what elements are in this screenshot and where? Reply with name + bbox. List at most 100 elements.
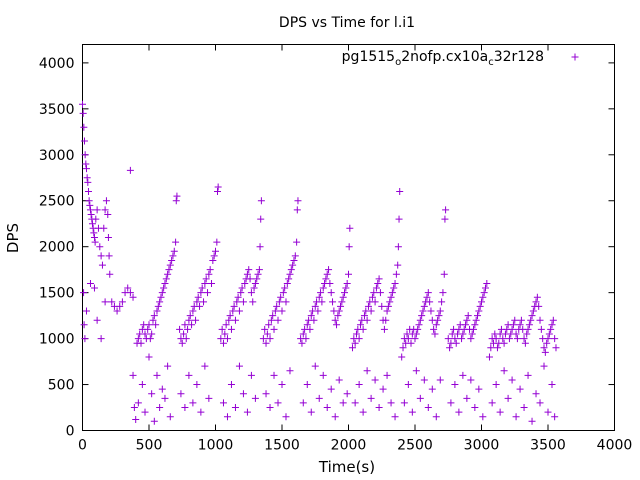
x-tick-label: 1000 (198, 438, 234, 454)
data-point (331, 413, 339, 421)
data-point (213, 238, 221, 246)
data-point (315, 394, 323, 402)
data-point (226, 312, 234, 320)
data-point (124, 284, 132, 292)
data-point (395, 215, 403, 223)
data-point (79, 100, 86, 108)
data-point (164, 362, 172, 370)
data-point (446, 344, 454, 352)
data-point (169, 252, 177, 260)
data-point (82, 160, 90, 168)
data-point (206, 266, 214, 274)
data-point (348, 344, 356, 352)
data-point (134, 335, 142, 343)
data-point (165, 266, 173, 274)
data-point (172, 197, 180, 205)
data-point (231, 404, 239, 412)
data-point (156, 298, 164, 306)
data-point (390, 284, 398, 292)
data-point (471, 321, 479, 329)
data-point (161, 279, 169, 287)
data-point (527, 316, 535, 324)
plot-frame (82, 44, 615, 431)
data-point (79, 109, 87, 117)
data-point (468, 330, 476, 338)
data-point (145, 353, 153, 361)
data-point (160, 284, 168, 292)
data-point (380, 325, 388, 333)
data-point (367, 307, 375, 315)
data-point (476, 302, 484, 310)
data-point (153, 307, 161, 315)
data-point (275, 298, 283, 306)
data-point (341, 289, 349, 297)
data-point (463, 316, 471, 324)
data-point (188, 321, 196, 329)
x-tick-labels: 0 500 1000 1500 2000 2500 3000 3500 4000 (78, 438, 632, 454)
data-point (520, 335, 528, 343)
data-point (523, 330, 531, 338)
data-point (293, 206, 301, 214)
y-tick-label: 500 (48, 378, 75, 394)
data-point (499, 335, 507, 343)
data-point (196, 302, 204, 310)
data-point (323, 270, 331, 278)
data-point (86, 206, 94, 214)
data-point (86, 201, 94, 209)
data-point (97, 252, 105, 260)
data-point (227, 325, 235, 333)
data-point (398, 353, 406, 361)
data-point (488, 399, 496, 407)
data-point (212, 247, 219, 255)
data-point (310, 316, 318, 324)
data-point (157, 293, 165, 301)
data-point (544, 335, 552, 343)
data-point (239, 390, 247, 398)
data-point (118, 298, 126, 306)
data-point (391, 413, 399, 421)
data-point (382, 316, 390, 324)
data-point (524, 371, 532, 379)
data-point (84, 188, 92, 196)
data-points (79, 100, 560, 425)
data-point (370, 289, 378, 297)
data-point (434, 316, 442, 324)
data-point (229, 307, 237, 315)
data-point (432, 321, 440, 329)
data-point (383, 371, 391, 379)
data-point (528, 417, 536, 425)
legend-label-part-2: 2nofp.cx10a (401, 49, 488, 65)
y-axis-label: DPS (4, 223, 22, 253)
data-point (430, 325, 438, 333)
data-point (371, 376, 379, 384)
data-point (256, 243, 264, 251)
data-point (116, 302, 124, 310)
data-point (274, 316, 282, 324)
data-point (548, 381, 556, 389)
data-point (265, 321, 273, 329)
data-point (540, 344, 548, 352)
data-point (379, 385, 387, 393)
data-point (311, 362, 319, 370)
data-point (343, 390, 351, 398)
data-point (217, 335, 225, 343)
y-tick-label: 4000 (39, 56, 75, 72)
data-point (83, 174, 91, 182)
data-point (516, 385, 524, 393)
data-point (440, 270, 448, 278)
data-point (504, 394, 512, 402)
data-point (500, 367, 508, 375)
data-point (378, 302, 386, 310)
data-point (345, 270, 352, 278)
data-point (475, 307, 483, 315)
data-point (339, 293, 347, 301)
data-point (551, 335, 559, 343)
data-point (141, 408, 149, 416)
data-point (543, 339, 551, 347)
data-point (219, 399, 227, 407)
data-point (193, 381, 201, 389)
data-point (411, 335, 419, 343)
data-point (144, 325, 152, 333)
data-point (479, 293, 487, 301)
